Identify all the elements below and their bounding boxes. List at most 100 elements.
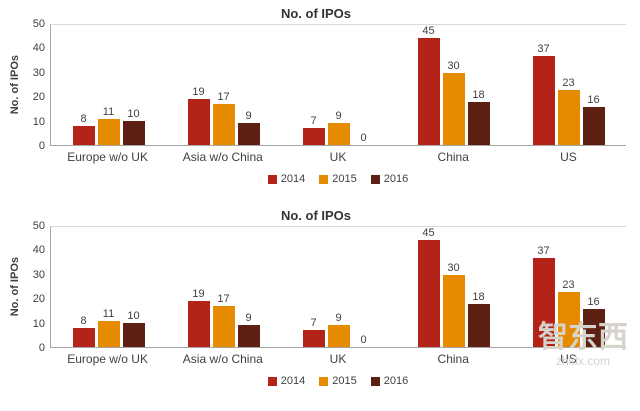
bar-wrapper: 19	[187, 227, 210, 347]
bar-2015	[557, 291, 580, 347]
ipo-chart-bottom: No. of IPOs No. of IPOs 0 10 20 30 40 50 8 11 1…	[0, 202, 640, 404]
bar-wrapper: 16	[582, 227, 605, 347]
x-labels: Europe w/o UK Asia w/o China UK China US	[50, 352, 626, 368]
legend-swatch	[370, 174, 380, 184]
bar-group: 45 30 18	[396, 227, 511, 347]
bar-group: 19 17 9	[166, 25, 281, 145]
bar-group: 45 30 18	[396, 25, 511, 145]
bar-wrapper: 37	[532, 227, 555, 347]
legend-item-2015: 2015	[319, 173, 357, 185]
bar-value-label: 17	[217, 91, 230, 104]
bar-value-label: 9	[335, 110, 342, 123]
plot-area: 8 11 10 19 17 9 7 9 0 45 30 18 37 23 16	[50, 226, 626, 348]
bar-wrapper: 11	[97, 25, 120, 145]
category-label: China	[437, 150, 469, 164]
bar-value-label: 9	[245, 110, 252, 123]
bar-2016	[467, 101, 490, 145]
bar-wrapper: 37	[532, 25, 555, 145]
y-tick-label: 40	[32, 42, 45, 55]
y-tick-label: 0	[38, 140, 45, 152]
legend-item-2014: 2014	[267, 173, 305, 185]
bar-value-label: 18	[472, 290, 485, 303]
bar-2015	[442, 275, 465, 347]
y-tick-label: 20	[32, 91, 45, 104]
plot-column: 8 11 10 19 17 9 7 9 0 45 30 18 37 23 16 Europe w/o UK A…	[50, 24, 626, 187]
bar-2016	[582, 308, 605, 347]
bar-value-label: 9	[245, 312, 252, 325]
y-axis-title-column: No. of IPOs	[6, 24, 24, 146]
y-axis-title: No. of IPOs	[9, 257, 21, 317]
bar-value-label: 30	[447, 262, 460, 274]
legend-item-2015: 2015	[319, 375, 357, 387]
bar-wrapper: 11	[97, 227, 120, 347]
bar-value-label: 7	[310, 115, 317, 128]
category-label: UK	[329, 352, 347, 366]
bar-2015	[97, 320, 120, 347]
bar-wrapper: 17	[212, 25, 235, 145]
bar-2014	[72, 125, 95, 145]
bar-group: 7 9 0	[281, 227, 396, 347]
bar-wrapper: 23	[557, 227, 580, 347]
bar-value-label: 7	[310, 317, 317, 330]
bar-2014	[187, 99, 210, 145]
bar-value-label: 23	[562, 76, 575, 89]
bar-value-label: 0	[360, 334, 367, 346]
bar-value-label: 9	[335, 312, 342, 325]
category-label: Asia w/o China	[182, 150, 263, 164]
bar-wrapper: 8	[72, 25, 95, 145]
bar-value-label: 37	[537, 43, 550, 56]
bar-2015	[212, 306, 235, 347]
y-ticks: 0 10 20 30 40 50	[24, 220, 50, 354]
y-tick-label: 10	[32, 317, 45, 330]
legend-label: 2016	[383, 375, 409, 387]
bar-wrapper: 10	[122, 227, 145, 347]
bar-2014	[302, 128, 325, 145]
bar-wrapper: 17	[212, 227, 235, 347]
bar-wrapper: 9	[327, 227, 350, 347]
bar-wrapper: 7	[302, 25, 325, 145]
bar-group: 19 17 9	[166, 227, 281, 347]
bar-value-label: 45	[422, 227, 435, 239]
bar-group: 8 11 10	[51, 25, 166, 145]
legend-swatch	[267, 174, 277, 184]
ipo-chart-top: No. of IPOs No. of IPOs 0 10 20 30 40 50 8 11 1…	[0, 0, 640, 202]
chart-title: No. of IPOs	[280, 6, 352, 21]
bar-2016	[467, 303, 490, 347]
bar-wrapper: 45	[417, 227, 440, 347]
bar-2016	[122, 323, 145, 347]
bar-value-label: 16	[587, 93, 600, 106]
plot-column: 8 11 10 19 17 9 7 9 0 45 30 18 37 23 16 Europe w/o UK A…	[50, 226, 626, 389]
bar-2014	[302, 330, 325, 347]
bar-2015	[327, 325, 350, 347]
plot-area: 8 11 10 19 17 9 7 9 0 45 30 18 37 23 16	[50, 24, 626, 146]
bar-value-label: 18	[472, 88, 485, 101]
bar-2014	[187, 301, 210, 347]
legend-item-2016: 2016	[370, 173, 409, 185]
legend-swatch	[267, 376, 277, 386]
bar-value-label: 0	[360, 132, 367, 144]
bar-value-label: 11	[102, 105, 115, 118]
bar-2016	[237, 325, 260, 347]
bar-value-label: 8	[80, 314, 87, 327]
legend-item-2014: 2014	[267, 375, 306, 387]
y-tick-label: 10	[32, 115, 45, 128]
bar-wrapper: 16	[582, 25, 605, 145]
legend-label: 2016	[383, 173, 409, 185]
bar-value-label: 30	[447, 60, 460, 72]
y-tick-label: 30	[32, 268, 45, 281]
bar-value-label: 19	[192, 86, 205, 99]
bar-2014	[532, 56, 555, 145]
bar-2015	[97, 118, 120, 145]
bar-wrapper: 23	[557, 25, 580, 145]
bar-2014	[532, 258, 555, 347]
legend-label: 2014	[280, 375, 306, 387]
bar-2015	[557, 89, 580, 145]
bar-value-label: 11	[102, 307, 115, 320]
bar-2015	[212, 104, 235, 145]
bar-group: 7 9 0	[281, 25, 396, 145]
category-label: Europe w/o UK	[67, 150, 148, 164]
legend-label: 2015	[332, 173, 357, 185]
y-tick-label: 30	[32, 66, 45, 79]
bar-wrapper: 9	[237, 25, 260, 145]
